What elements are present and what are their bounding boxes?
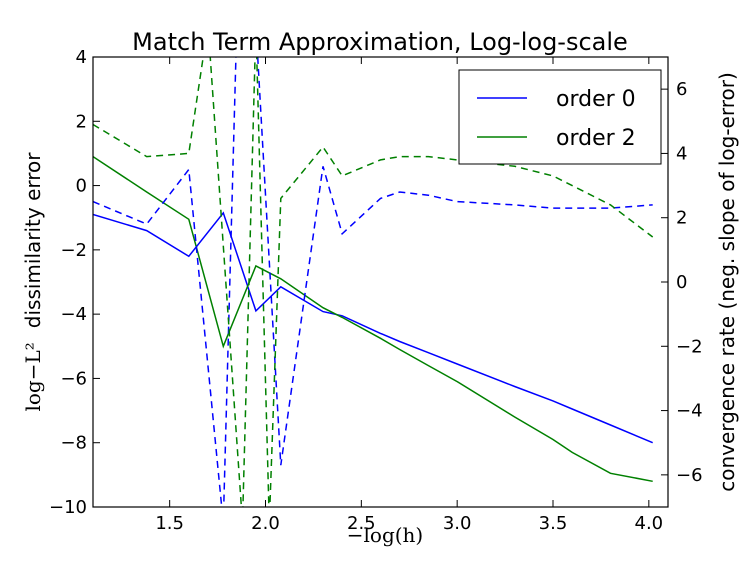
legend-label-order0: order 0 <box>556 87 636 112</box>
x-axis-label: −log(h) <box>347 523 423 547</box>
y-right-tick-label: 4 <box>676 143 687 164</box>
x-tick-label: 3.0 <box>443 513 472 534</box>
y-left-tick-label: 0 <box>76 176 87 197</box>
y-axis-label-left-text: dissimilarity error <box>21 152 45 329</box>
legend-box <box>458 69 662 165</box>
axis-layer: 1.5 2.0 2.5 3.0 3.5 4.0 −10 −8 −6 −4 −2 0 2 4 −6 −4 −2 0 2… <box>49 47 703 534</box>
y-left-tick-label: −6 <box>60 368 87 389</box>
series-line-order2-error <box>93 155 653 483</box>
x-tick-label: 3.5 <box>539 513 568 534</box>
legend-label-order2: order 2 <box>556 126 636 151</box>
y-left-tick-label: −10 <box>49 497 87 518</box>
y-right-tick-label: 6 <box>676 79 687 100</box>
y-right-tick-label: −4 <box>676 401 703 422</box>
legend: order 0 order 2 <box>458 69 662 165</box>
y-left-tick-label: −4 <box>60 304 87 325</box>
y-right-tick-label: 0 <box>676 272 687 293</box>
y-right-tick-label: −2 <box>676 336 703 357</box>
series-line-order0-rate <box>93 57 653 507</box>
x-tick-label: 4.0 <box>635 513 664 534</box>
y-axis-label-left: log−L² dissimilarity error <box>21 152 45 412</box>
y-axis-label-left-math: log−L² <box>21 342 45 411</box>
y-right-tick-label: −6 <box>676 465 703 486</box>
x-tick-label: 2.0 <box>251 513 280 534</box>
y-left-tick-label: −8 <box>60 433 87 454</box>
series-layer <box>93 57 654 507</box>
x-tick-label: 1.5 <box>155 513 184 534</box>
series-line-order0-error <box>93 211 653 444</box>
chart-title: Match Term Approximation, Log-log-scale <box>132 28 628 56</box>
y-right-tick-label: 2 <box>676 208 687 229</box>
y-axis-label-right: convergence rate (neg. slope of log-erro… <box>715 72 739 492</box>
y-left-tick-label: 2 <box>76 111 87 132</box>
y-left-tick-label: −2 <box>60 240 87 261</box>
y-left-tick-label: 4 <box>76 47 87 68</box>
x-tick-label: 2.5 <box>347 513 376 534</box>
